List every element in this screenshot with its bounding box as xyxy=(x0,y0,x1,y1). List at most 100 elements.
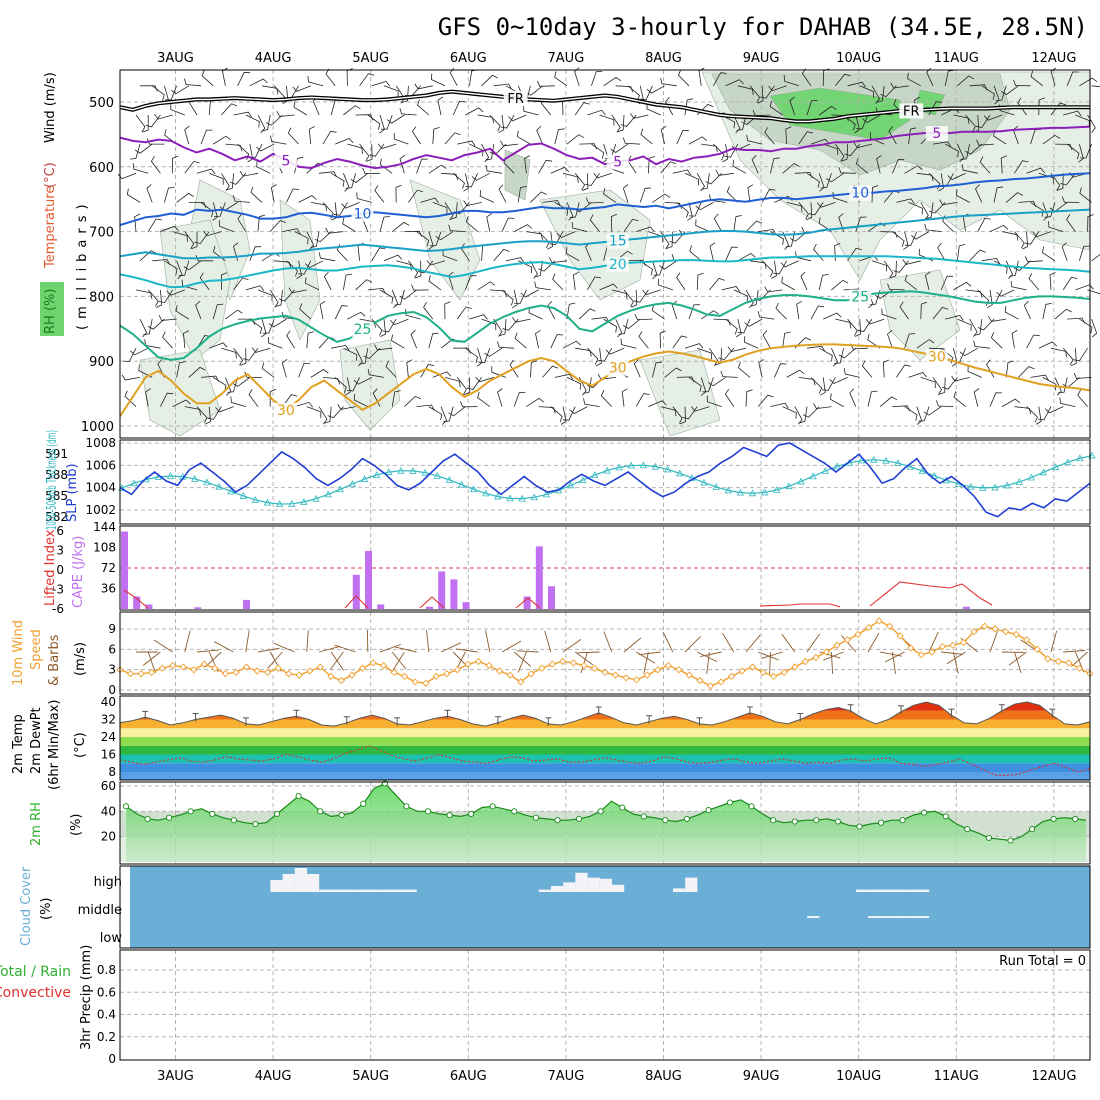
wind-barb xyxy=(957,318,972,331)
wind-barb xyxy=(418,260,434,274)
temperature-minmax-marker xyxy=(847,704,854,713)
wind-barb xyxy=(899,301,909,320)
cloud-high-bar xyxy=(673,888,686,892)
rh-marker xyxy=(964,826,971,833)
wind-barb xyxy=(587,276,601,291)
wind-barb xyxy=(630,113,649,119)
wind-barb xyxy=(134,143,153,154)
wind-barb xyxy=(856,114,869,130)
wind-barb xyxy=(955,189,970,203)
wind-barb xyxy=(1079,318,1093,334)
wind-barb xyxy=(399,289,417,300)
wind-barb xyxy=(757,394,774,407)
wind-barb xyxy=(534,281,551,291)
temperature-axis-label: Temperature xyxy=(43,186,58,269)
wind-speed-marker xyxy=(295,671,303,679)
wind-barb xyxy=(265,114,283,126)
thickness-marker xyxy=(360,475,369,482)
wind10m-barb xyxy=(574,651,594,666)
wind-barb xyxy=(448,406,466,417)
wind-barb xyxy=(715,169,734,176)
wind-barb xyxy=(908,127,917,145)
wind-barb xyxy=(417,99,430,116)
wind-barb xyxy=(390,318,409,326)
wind-barb xyxy=(623,218,639,232)
temperature-minmax-marker xyxy=(1049,708,1056,718)
wind-barb xyxy=(965,289,983,298)
wind10m-barb xyxy=(819,651,841,659)
wind-barb xyxy=(810,377,823,394)
wind-barb xyxy=(394,289,405,306)
wind10m-barb xyxy=(952,651,959,674)
wind-barb xyxy=(701,143,718,153)
wind-speed-marker xyxy=(390,668,398,677)
cloud-unit-label: (%) xyxy=(39,898,54,921)
cape-li-frame xyxy=(119,525,1091,611)
thickness-marker xyxy=(336,485,344,493)
wind-barb xyxy=(810,305,825,320)
wind-barb xyxy=(737,253,756,262)
rh-marker xyxy=(921,809,928,816)
wind-barb xyxy=(536,125,543,145)
wind-speed-marker xyxy=(443,670,451,678)
thickness-tick-label: 591 xyxy=(45,447,68,461)
wind-barb xyxy=(684,172,700,186)
isotherm-label-bg xyxy=(606,154,629,170)
wind10m-barb xyxy=(142,651,161,666)
bottom-date-label: 9AUG xyxy=(743,1069,780,1084)
cloud-high-bar xyxy=(319,889,332,892)
rh2m-unit-label: (%) xyxy=(69,814,84,837)
wind10m-barb xyxy=(761,651,783,659)
wind10m-barb xyxy=(329,651,344,670)
wind-barb xyxy=(1066,143,1080,160)
wind-barb xyxy=(659,330,666,349)
temp2m-frame xyxy=(119,695,1091,781)
wind-barb xyxy=(124,390,137,407)
wind10m-barb xyxy=(745,634,761,653)
top-date-label: 3AUG xyxy=(157,51,194,66)
li-tick-label: 3 xyxy=(56,544,64,558)
cape-tick-label: 144 xyxy=(93,520,116,534)
wind-barb xyxy=(452,100,466,116)
rh-marker xyxy=(748,803,755,810)
cloud-high-bar xyxy=(904,889,917,892)
cloud-high-bar xyxy=(404,889,417,892)
wind-barb xyxy=(892,231,905,247)
wind-barb xyxy=(818,105,837,116)
cape-bar xyxy=(438,571,446,609)
bottom-date-label: 8AUG xyxy=(645,1069,682,1084)
wind-barb xyxy=(489,289,507,297)
wind-barb xyxy=(367,114,381,130)
cape-li-plot: 36 72 108 144 6 3 0 -3 -6 xyxy=(52,520,1090,616)
lifted-index-line xyxy=(123,581,993,609)
temperature-minmax-marker xyxy=(696,717,703,726)
cape-bar xyxy=(145,604,153,609)
cloud-high-bar xyxy=(587,877,600,892)
wind-barb xyxy=(542,365,559,378)
bottom-date-label: 7AUG xyxy=(548,1069,585,1084)
thickness-marker xyxy=(639,461,648,469)
wind-barb xyxy=(219,220,234,232)
wind-barb xyxy=(233,347,244,366)
wind-barb xyxy=(566,134,585,145)
wind-barb xyxy=(126,188,141,203)
wind-barb xyxy=(423,301,434,320)
wind-barb xyxy=(622,137,641,145)
wind-barb xyxy=(465,275,477,291)
wind-barb xyxy=(722,144,729,163)
wind-barb xyxy=(299,303,312,320)
wind-barb xyxy=(379,114,385,134)
wind10m-barb xyxy=(623,637,642,653)
wind-barb xyxy=(429,231,442,247)
wind-barb xyxy=(664,202,682,210)
cloud-high-bar xyxy=(355,889,368,892)
wind-barb xyxy=(232,377,251,387)
wind-barb xyxy=(738,361,751,378)
precip-axis-label: 3hr Precip (mm) xyxy=(79,945,94,1050)
wind-barb xyxy=(288,287,307,294)
wind-barb xyxy=(782,331,791,349)
wind-barb xyxy=(406,359,413,378)
wind-barb xyxy=(745,220,763,232)
wind-barb xyxy=(591,143,605,159)
wind-barb xyxy=(204,406,211,425)
